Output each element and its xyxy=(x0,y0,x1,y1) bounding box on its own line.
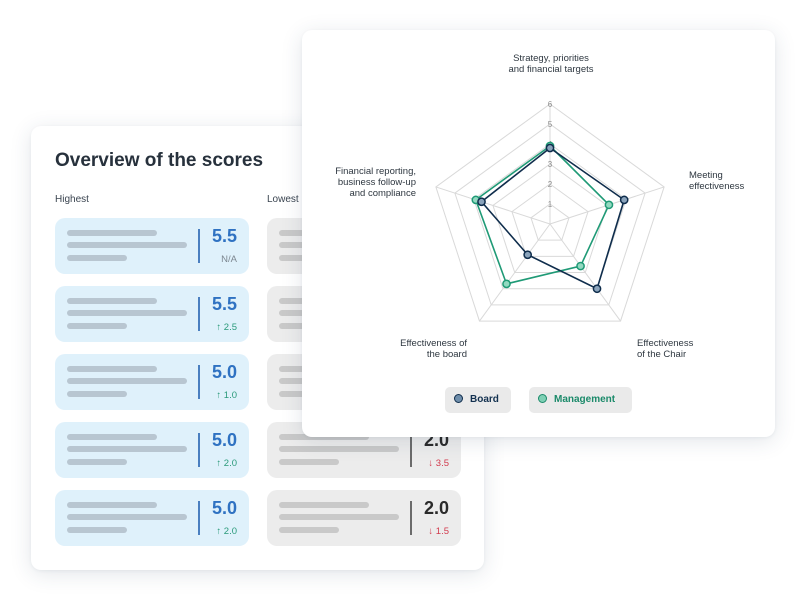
placeholder-text-bar xyxy=(67,459,127,465)
placeholder-text-bar xyxy=(279,514,399,520)
score-delta: ↑ 2.0 xyxy=(216,458,237,469)
score-delta: N/A xyxy=(221,254,237,265)
radar-point-management xyxy=(604,200,614,210)
radar-spoke xyxy=(435,186,551,225)
radar-tick-label: 2 xyxy=(548,180,553,189)
radar-tick-label: 3 xyxy=(548,160,553,169)
placeholder-text-bar xyxy=(279,446,399,452)
legend-board[interactable]: Board xyxy=(445,387,511,413)
radar-axis-label-line: of the Chair xyxy=(637,349,686,360)
radar-axis-label-line: the board xyxy=(427,349,467,360)
highest-score-tile[interactable]: 5.5 N/A xyxy=(55,218,249,274)
radar-spoke xyxy=(549,223,621,322)
radar-point-management xyxy=(576,261,585,271)
tile-divider xyxy=(198,229,200,263)
score-delta: ↑ 2.5 xyxy=(216,322,237,333)
tile-divider xyxy=(198,501,200,535)
tile-divider xyxy=(198,365,200,399)
placeholder-text-bar xyxy=(67,255,127,261)
placeholder-text-bar xyxy=(67,366,157,372)
radar-grid-ring xyxy=(492,163,608,274)
radar-grid-ring xyxy=(530,203,570,241)
radar-point-board xyxy=(619,195,629,205)
radar-axis-label-line: Strategy, priorities xyxy=(513,53,589,64)
legend-board-label: Board xyxy=(470,394,499,405)
score-delta: ↓ 3.5 xyxy=(428,458,449,469)
placeholder-text-bar xyxy=(67,434,157,440)
lowest-column-label: Lowest xyxy=(267,194,299,205)
radar-axis-label-line: Meeting xyxy=(689,170,723,181)
radar-series-management xyxy=(474,144,610,285)
radar-grid-ring xyxy=(454,123,646,306)
placeholder-text-bar xyxy=(67,298,157,304)
radar-point-board xyxy=(592,284,602,294)
placeholder-text-bar xyxy=(279,459,339,465)
score-delta: ↑ 2.0 xyxy=(216,526,237,537)
management-marker-icon xyxy=(538,394,547,403)
radar-point-management xyxy=(502,279,511,289)
placeholder-text-bar xyxy=(67,310,187,316)
legend-management[interactable]: Management xyxy=(529,387,632,413)
highest-score-tile[interactable]: 5.0 ↑ 2.0 xyxy=(55,490,249,546)
radar-tick-label: 1 xyxy=(548,200,553,209)
tile-divider xyxy=(410,433,412,467)
tile-divider xyxy=(410,501,412,535)
radar-tick-label: 6 xyxy=(548,100,553,109)
radar-axis-label: Financial reporting, business follow-up an… xyxy=(335,166,416,199)
radar-axis-label-line: and compliance xyxy=(349,188,416,199)
lowest-score-tile[interactable]: 2.0 ↓ 1.5 xyxy=(267,490,461,546)
highest-score-tile[interactable]: 5.0 ↑ 2.0 xyxy=(55,422,249,478)
placeholder-text-bar xyxy=(67,391,127,397)
radar-grid-ring xyxy=(473,143,627,290)
board-marker-icon xyxy=(454,394,463,403)
placeholder-text-bar xyxy=(279,502,369,508)
radar-axis-label: Effectiveness of the board xyxy=(400,338,467,360)
overview-title: Overview of the scores xyxy=(55,150,264,171)
placeholder-text-bar xyxy=(67,514,187,520)
score-value: 5.0 xyxy=(211,362,237,382)
highest-score-tile[interactable]: 5.0 ↑ 1.0 xyxy=(55,354,249,410)
placeholder-text-bar xyxy=(67,378,187,384)
radar-spoke xyxy=(479,223,551,322)
placeholder-text-bar xyxy=(67,527,127,533)
radar-axis-label: Meeting effectiveness xyxy=(689,170,745,192)
radar-series-board xyxy=(480,147,626,290)
radar-axis-label: Strategy, priorities and financial target… xyxy=(508,53,593,75)
placeholder-text-bar xyxy=(67,502,157,508)
tile-divider xyxy=(198,297,200,331)
radar-axis-label-line: Effectiveness of xyxy=(400,338,467,349)
score-value: 5.0 xyxy=(211,430,237,450)
placeholder-text-bar xyxy=(279,527,339,533)
placeholder-text-bar xyxy=(67,242,187,248)
radar-axis-label-line: Effectiveness xyxy=(637,338,694,349)
radar-grid-ring xyxy=(435,103,665,322)
highest-score-tile[interactable]: 5.5 ↑ 2.5 xyxy=(55,286,249,342)
score-delta: ↓ 1.5 xyxy=(428,526,449,537)
radar-grid-ring xyxy=(511,183,589,257)
legend-management-label: Management xyxy=(554,394,616,405)
score-value: 5.5 xyxy=(211,294,237,314)
score-value: 5.0 xyxy=(211,498,237,518)
radar-point-board xyxy=(523,250,533,260)
radar-axis-label: Effectiveness of the Chair xyxy=(637,338,694,360)
radar-axis-label-line: business follow-up xyxy=(338,177,416,188)
score-delta: ↑ 1.0 xyxy=(216,390,237,401)
placeholder-text-bar xyxy=(279,434,369,440)
radar-tick-label: 5 xyxy=(548,120,553,129)
score-value: 2.0 xyxy=(423,498,449,518)
radar-axis-label-line: and financial targets xyxy=(508,64,593,75)
highest-column-label: Highest xyxy=(55,194,89,205)
placeholder-text-bar xyxy=(67,230,157,236)
radar-point-board xyxy=(545,143,555,153)
placeholder-text-bar xyxy=(67,446,187,452)
radar-point-board xyxy=(477,197,486,207)
tile-divider xyxy=(198,433,200,467)
radar-axis-label-line: Financial reporting, xyxy=(335,166,416,177)
radar-axis-label-line: effectiveness xyxy=(689,181,745,192)
score-value: 5.5 xyxy=(211,226,237,246)
placeholder-text-bar xyxy=(67,323,127,329)
